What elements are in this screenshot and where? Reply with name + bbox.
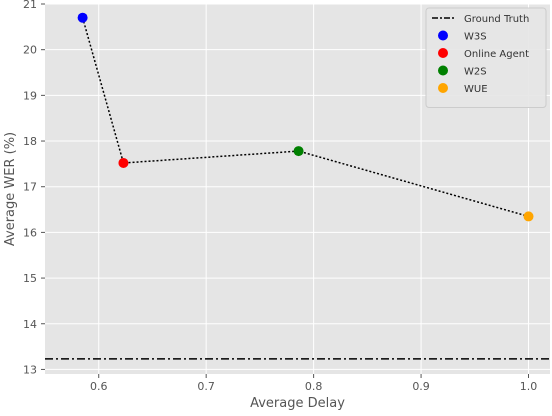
data-point-online-agent xyxy=(118,157,129,168)
y-tick-label: 17 xyxy=(23,181,37,194)
x-tick-label: 0.8 xyxy=(305,380,323,393)
legend-ground-truth-label: Ground Truth xyxy=(464,14,529,25)
data-point-wue xyxy=(523,211,534,222)
x-axis-label: Average Delay xyxy=(250,396,345,411)
y-tick-label: 18 xyxy=(23,135,37,148)
grid xyxy=(45,3,550,374)
data-point-w2s xyxy=(293,146,304,157)
legend-swatch xyxy=(438,65,448,76)
y-tick-label: 20 xyxy=(23,44,37,57)
connector-line xyxy=(81,17,529,218)
legend-label: W2S xyxy=(464,67,487,78)
x-tick-label: 0.9 xyxy=(412,380,430,393)
y-axis-ticks: 13 14 15 16 17 18 19 20 21 xyxy=(23,0,45,376)
data-point-w3s xyxy=(77,12,88,23)
y-tick-label: 15 xyxy=(23,272,37,285)
legend-box xyxy=(425,7,547,108)
legend: Ground Truth W3S Online Agent W2S WUE xyxy=(425,7,547,108)
legend-label: Online Agent xyxy=(464,49,529,60)
x-tick-label: 0.6 xyxy=(90,380,108,393)
y-tick-label: 19 xyxy=(23,89,37,102)
legend-swatch xyxy=(438,48,448,58)
x-tick-label: 0.7 xyxy=(197,380,215,393)
y-tick-label: 13 xyxy=(23,363,37,376)
x-tick-label: 1.0 xyxy=(520,380,538,393)
x-axis-ticks: 0.6 0.7 0.8 0.9 1.0 xyxy=(90,374,537,393)
legend-swatch xyxy=(438,83,448,93)
y-tick-label: 14 xyxy=(23,318,37,331)
y-tick-label: 16 xyxy=(23,226,37,239)
y-axis-label: Average WER (%) xyxy=(3,132,18,246)
legend-label: WUE xyxy=(464,84,488,95)
series-layer xyxy=(77,12,534,222)
y-tick-label: 21 xyxy=(23,0,37,11)
legend-swatch xyxy=(438,30,448,41)
legend-label: W3S xyxy=(464,32,487,43)
